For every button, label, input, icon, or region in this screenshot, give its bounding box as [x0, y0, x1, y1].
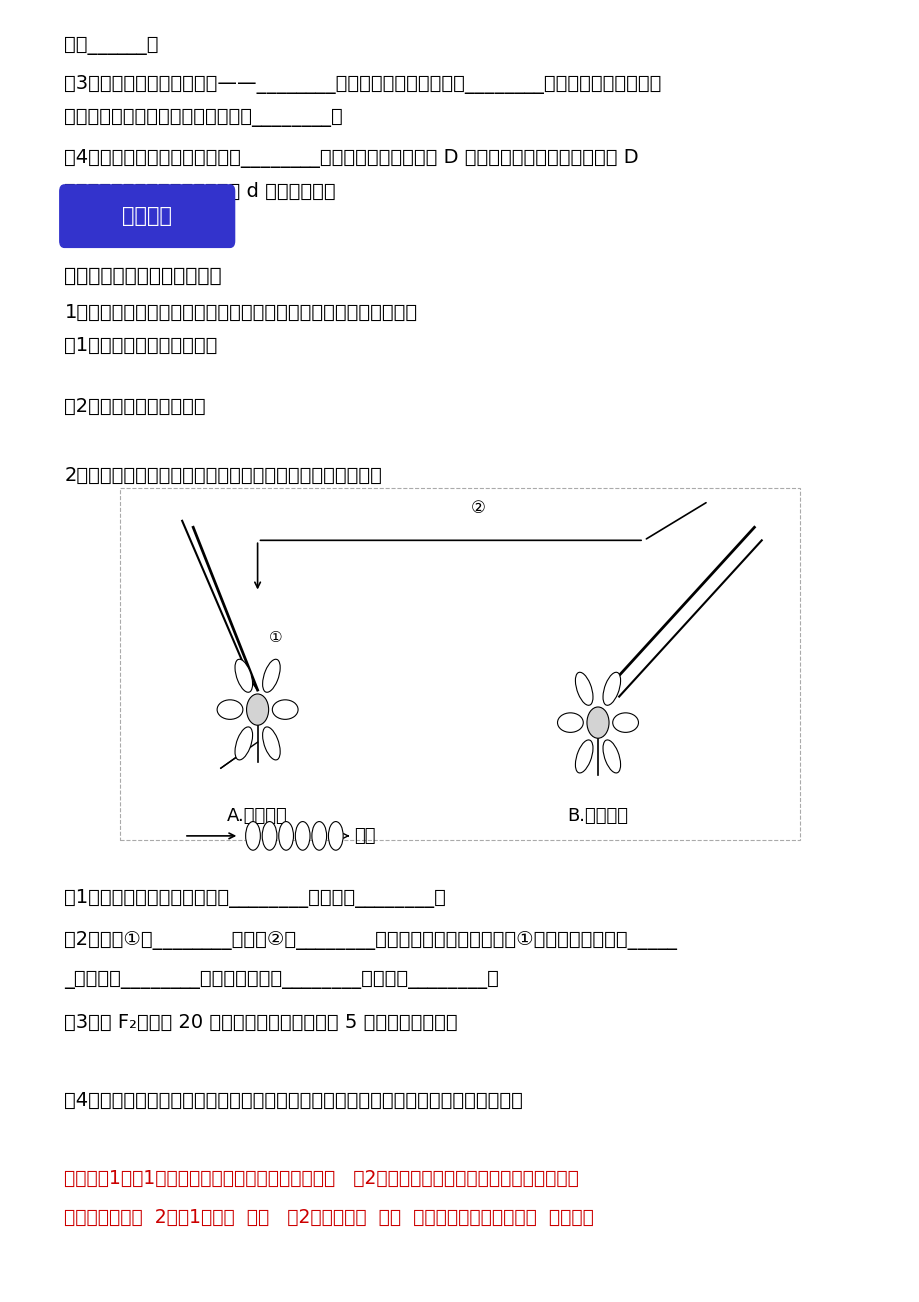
Ellipse shape	[612, 713, 638, 732]
Text: 一、一对相对性状的杂交实验: 一、一对相对性状的杂交实验	[64, 267, 221, 285]
Ellipse shape	[295, 822, 310, 850]
Text: 【答案】1．（1）不是：狗与兔不属于同一种生物。   （2）是：早熟与晚熟是玉米成熟这一性状的: 【答案】1．（1）不是：狗与兔不属于同一种生物。 （2）是：早熟与晚熟是玉米成熟…	[64, 1169, 579, 1187]
Ellipse shape	[312, 822, 326, 850]
Ellipse shape	[278, 822, 293, 850]
Circle shape	[586, 707, 608, 738]
Text: 叫作______。: 叫作______。	[64, 36, 159, 55]
Text: 学习进阶: 学习进阶	[122, 206, 172, 227]
Circle shape	[246, 694, 268, 725]
Text: 2．根据孟德尔一对相对性状遗传实验，讨论分析下列问题：: 2．根据孟德尔一对相对性状遗传实验，讨论分析下列问题：	[64, 466, 382, 484]
Text: 不同表现类型。  2．（1）矮茎  高茎   （2）母本去雄  授粉  要在花粉未成熟之前进行  要干净、: 不同表现类型。 2．（1）矮茎 高茎 （2）母本去雄 授粉 要在花粉未成熟之前进…	[64, 1208, 594, 1226]
Text: _，时间上________，操作过程中要________，操作后________。: _，时间上________，操作过程中要________，操作后________…	[64, 970, 499, 988]
Text: ①: ①	[269, 630, 282, 646]
Ellipse shape	[234, 727, 253, 760]
Text: A.高茎的花: A.高茎的花	[227, 807, 288, 825]
Ellipse shape	[574, 740, 593, 773]
Text: 1．根据相对性状的概念，对下列实例进行分析判断，并说明理由。: 1．根据相对性状的概念，对下列实例进行分析判断，并说明理由。	[64, 303, 417, 322]
Ellipse shape	[557, 713, 583, 732]
Text: （4）受精时，雌雄配子的结合是________的。例如，含遗传因子 D 的配子，既可以与含遗传因子 D: （4）受精时，雌雄配子的结合是________的。例如，含遗传因子 D 的配子，…	[64, 150, 639, 168]
Ellipse shape	[328, 822, 343, 850]
Ellipse shape	[262, 659, 280, 693]
Text: ②: ②	[471, 499, 485, 517]
Text: 中。配子中只含有每对遗传因子中的________。: 中。配子中只含有每对遗传因子中的________。	[64, 108, 343, 126]
Ellipse shape	[217, 700, 243, 719]
Text: （1）该实验的亲本中，父本是________，母本是________。: （1）该实验的亲本中，父本是________，母本是________。	[64, 889, 446, 907]
Ellipse shape	[234, 659, 253, 693]
Ellipse shape	[574, 672, 593, 706]
Text: （3）若 F₂共获得 20 株豌豆，矮茎个体一定是 5 株吗？说明原因。: （3）若 F₂共获得 20 株豌豆，矮茎个体一定是 5 株吗？说明原因。	[64, 1013, 458, 1031]
Text: 种子: 种子	[354, 827, 375, 845]
Text: （4）高茎和矮茎豌豆杂交，后代出现了高茎和矮茎，该现象属于性状分离吗？为什么？: （4）高茎和矮茎豌豆杂交，后代出现了高茎和矮茎，该现象属于性状分离吗？为什么？	[64, 1091, 523, 1109]
Text: 的配子结合，又可以与含遗传因子 d 的配子结合。: 的配子结合，又可以与含遗传因子 d 的配子结合。	[64, 182, 335, 201]
FancyBboxPatch shape	[60, 185, 234, 247]
Text: （3）生物体在形成生殖细胞——________时，成对的遗传因子彼此________，分别进入不同的配子: （3）生物体在形成生殖细胞——________时，成对的遗传因子彼此______…	[64, 76, 661, 94]
Ellipse shape	[602, 740, 620, 773]
Ellipse shape	[262, 822, 277, 850]
Text: （1）狗的长毛与兔的短毛。: （1）狗的长毛与兔的短毛。	[64, 336, 218, 354]
Bar	[119, 488, 800, 840]
Ellipse shape	[602, 672, 620, 706]
Text: （2）操作①叫________，操作②叫________；为了确保杂交实验成功，①的操作过程应注意_____: （2）操作①叫________，操作②叫________；为了确保杂交实验成功，…	[64, 931, 676, 949]
Text: （2）玉米的早熟与晚熟。: （2）玉米的早熟与晚熟。	[64, 397, 206, 415]
Ellipse shape	[272, 700, 298, 719]
Ellipse shape	[262, 727, 280, 760]
Text: B.矮茎的花: B.矮茎的花	[567, 807, 628, 825]
Ellipse shape	[245, 822, 260, 850]
